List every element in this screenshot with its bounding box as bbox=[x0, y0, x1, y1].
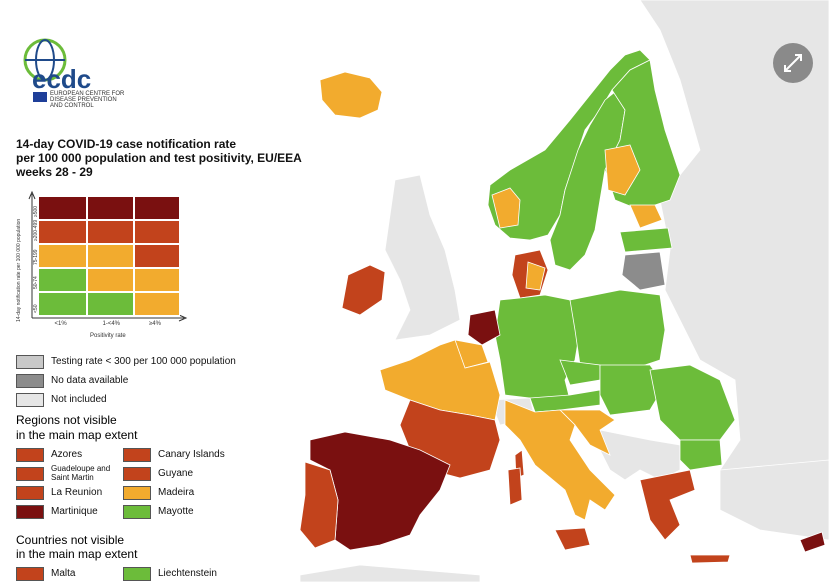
legend-label: Not included bbox=[51, 394, 107, 405]
rate-band-label: ≥200-499 bbox=[33, 219, 39, 241]
section-heading: Regions not visible bbox=[16, 413, 117, 427]
rate-band-label: 75-199 bbox=[33, 249, 39, 265]
legend-swatch bbox=[123, 467, 151, 481]
legend-swatch bbox=[16, 448, 44, 462]
legend-swatch bbox=[16, 567, 44, 581]
title: 14-day COVID-19 case notification rate bbox=[16, 137, 237, 151]
legend-swatch bbox=[16, 467, 44, 481]
matrix-cell bbox=[87, 244, 134, 268]
section-heading: Countries not visible bbox=[16, 533, 125, 547]
positivity-band-label: 1-<4% bbox=[102, 321, 121, 327]
matrix-cell bbox=[38, 244, 87, 268]
positivity-band-label: ≥4% bbox=[149, 321, 161, 327]
expand-button[interactable] bbox=[773, 43, 813, 83]
region-label: Guadeloupe and Saint Martin bbox=[51, 464, 111, 482]
logo-name: EUROPEAN CENTRE FOR bbox=[50, 91, 125, 97]
matrix-axes bbox=[28, 190, 188, 322]
rate-band-label: <50 bbox=[33, 304, 39, 313]
legend-label: No data available bbox=[51, 375, 129, 386]
region-label: Mayotte bbox=[158, 506, 194, 517]
region-label: La Reunion bbox=[51, 487, 103, 498]
positivity-band-label: <1% bbox=[54, 321, 67, 327]
region-label: Guyane bbox=[158, 468, 194, 479]
title: per 100 000 population and test positivi… bbox=[16, 151, 302, 165]
legend-swatch bbox=[123, 567, 151, 581]
matrix-cell bbox=[134, 196, 180, 220]
title: weeks 28 - 29 bbox=[16, 165, 93, 179]
legend-swatch bbox=[16, 393, 44, 407]
region-label: Azores bbox=[51, 449, 83, 460]
map-shapes bbox=[299, 0, 829, 582]
matrix-cell bbox=[134, 220, 180, 244]
country-label: Liechtenstein bbox=[158, 568, 217, 579]
matrix-cell bbox=[38, 196, 87, 220]
matrix-cell bbox=[134, 268, 180, 292]
country-label: Malta bbox=[51, 568, 76, 579]
rate-band-label: ≥500 bbox=[33, 205, 39, 217]
matrix-cell bbox=[38, 268, 87, 292]
matrix-cell bbox=[87, 268, 134, 292]
rate-band-label: 50-74 bbox=[33, 276, 39, 289]
section-heading: in the main map extent bbox=[16, 428, 138, 442]
matrix-cell bbox=[87, 292, 134, 316]
matrix-y-label: 14-day notification rate per 100 000 pop… bbox=[16, 218, 22, 322]
legend-swatch bbox=[16, 374, 44, 388]
legend-swatch bbox=[16, 505, 44, 519]
section-heading: in the main map extent bbox=[16, 547, 138, 561]
matrix-cell bbox=[38, 292, 87, 316]
logo-name: AND CONTROL bbox=[50, 103, 94, 109]
region-label: Martinique bbox=[51, 506, 98, 517]
legend-swatch bbox=[123, 505, 151, 519]
region-label: Canary Islands bbox=[158, 449, 225, 460]
matrix-cell bbox=[134, 244, 180, 268]
legend-swatch bbox=[123, 486, 151, 500]
matrix-cell bbox=[87, 196, 134, 220]
legend-swatch bbox=[123, 448, 151, 462]
logo-mark bbox=[23, 38, 67, 102]
matrix-cell bbox=[134, 292, 180, 316]
legend-label: Testing rate < 300 per 100 000 populatio… bbox=[51, 356, 236, 367]
region-label: Madeira bbox=[158, 487, 195, 498]
logo-acronym: ecdc bbox=[32, 64, 92, 94]
matrix-cell bbox=[87, 220, 134, 244]
legend-swatch bbox=[16, 486, 44, 500]
logo-name: DISEASE PREVENTION bbox=[50, 97, 117, 103]
matrix-x-label: Positivity rate bbox=[90, 333, 126, 339]
legend-swatch bbox=[16, 355, 44, 369]
matrix-cell bbox=[38, 220, 87, 244]
